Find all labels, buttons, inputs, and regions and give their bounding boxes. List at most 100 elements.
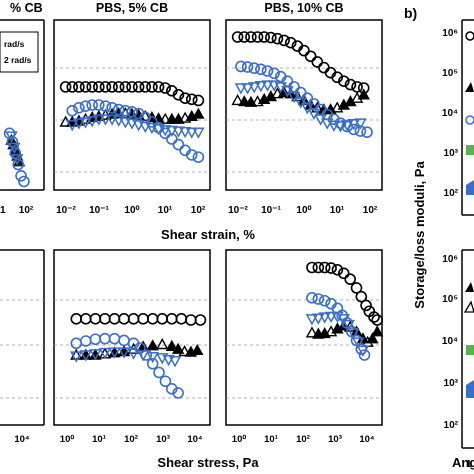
data-point-b-3-11 (139, 121, 152, 134)
data-point-c-3-16 (340, 120, 354, 132)
marker-g-3 (466, 145, 474, 155)
data-point-c-2-0 (235, 60, 247, 73)
x-axis-title-top: Shear strain, % (161, 227, 255, 242)
tick-c-x-3: 10¹ (330, 205, 345, 216)
data-point-f-0-0 (306, 261, 318, 274)
data-point-f-1-10 (366, 332, 379, 344)
data-point-b-2-19 (192, 151, 205, 163)
data-point-c-3-11 (307, 108, 321, 121)
data-point-b-0-20 (192, 94, 205, 107)
tick-g-y-6: 10⁵ (442, 294, 458, 305)
data-point-c-0-17 (344, 78, 357, 91)
tick-g-x-0: 1 (466, 459, 472, 470)
data-point-c-0-8 (284, 36, 297, 49)
data-point-e-1-8 (146, 339, 159, 351)
legend-a-0: rad/s (4, 39, 25, 49)
data-point-c-1-6 (271, 87, 284, 99)
data-point-c-3-0 (234, 83, 248, 95)
panel-e: 10⁰ 10¹ 10² 10³ 10⁴ (53, 249, 211, 445)
tick-g-y-7: 10⁴ (442, 336, 458, 347)
data-point-c-0-5 (265, 31, 277, 44)
data-point-b-0-18 (179, 92, 191, 104)
data-point-c-2-2 (248, 62, 261, 74)
panel-b: PBS, 5% CB 10⁻² 10⁻¹ 10⁰ 10¹ 10² (53, 1, 211, 216)
data-point-f-3-2 (318, 312, 331, 324)
data-point-b-3-17 (178, 126, 192, 139)
tick-g-y-4: 10² (444, 188, 459, 199)
data-point-c-3-4 (261, 80, 274, 92)
data-point-f-3-7 (347, 328, 360, 340)
data-point-f-3-5 (337, 314, 351, 326)
panel-f-plot (305, 261, 384, 361)
data-point-c-0-6 (271, 32, 284, 45)
data-point-b-3-15 (165, 125, 179, 138)
data-point-c-0-4 (258, 31, 270, 43)
tick-c-x-1: 10⁻¹ (261, 205, 281, 216)
data-point-b-0-2 (73, 81, 85, 93)
data-point-c-3-17 (347, 118, 361, 131)
marker-g-0 (465, 82, 474, 92)
data-point-f-2-0 (306, 292, 318, 304)
data-point-e-2-13 (172, 387, 184, 399)
data-point-b-0-17 (172, 89, 185, 101)
data-point-b-3-8 (119, 117, 132, 129)
data-point-b-3-13 (152, 124, 165, 136)
tick-g-y-9: 10² (444, 420, 459, 431)
data-point-e-1-10 (165, 339, 178, 351)
data-point-f-2-1 (312, 293, 325, 305)
data-point-f-3-3 (324, 311, 338, 324)
panel-f: 10⁰ 10¹ 10² 10³ 10⁴ (225, 249, 384, 445)
tick-b-x-0: 10⁻² (56, 205, 76, 216)
tick-e-x-0: 10⁰ (60, 434, 75, 445)
marker-g-4 (466, 180, 474, 195)
panel-a-title: % CB (10, 1, 43, 15)
tick-f-x-1: 10¹ (264, 434, 278, 445)
data-point-b-0-10 (126, 81, 138, 93)
data-point-e-3-8 (146, 352, 159, 364)
data-point-b-1-15 (159, 112, 172, 124)
data-point-c-0-3 (251, 31, 264, 43)
data-point-c-0-10 (298, 44, 310, 57)
data-point-f-0-4 (331, 264, 344, 276)
data-point-a-1-1 (6, 136, 19, 148)
data-point-b-3-6 (105, 114, 119, 126)
tick-g-y-0: 10⁶ (442, 28, 458, 39)
marker-g-7 (466, 345, 474, 355)
marker-g-5 (465, 282, 474, 292)
tick-f-x-4: 10⁴ (359, 434, 375, 445)
data-point-e-1-14 (191, 343, 204, 356)
data-point-e-1-11 (171, 342, 185, 354)
data-point-a-2-0 (5, 131, 18, 143)
tick-c-x-4: 10² (363, 205, 378, 216)
marker-g-6 (463, 300, 474, 313)
data-point-c-0-11 (304, 50, 317, 63)
tick-b-x-4: 10² (191, 205, 206, 216)
data-point-f-0-3 (325, 262, 337, 274)
data-point-b-0-1 (66, 81, 79, 93)
data-point-b-3-5 (99, 114, 112, 126)
data-point-b-2-1 (73, 102, 85, 114)
panel-b-plot (59, 81, 205, 163)
tick-b-x-1: 10⁻¹ (89, 205, 109, 216)
tick-g-y-5: 10⁶ (442, 254, 458, 265)
data-point-e-0-13 (194, 314, 207, 326)
data-point-c-3-15 (334, 121, 347, 133)
data-point-b-3-2 (79, 117, 92, 129)
data-point-b-3-1 (72, 118, 86, 130)
data-point-c-0-2 (245, 31, 257, 43)
data-point-f-3-6 (342, 319, 355, 332)
data-point-c-2-17 (347, 123, 360, 136)
tick-a-x-0: 1 (0, 205, 6, 216)
data-point-c-3-8 (287, 91, 301, 104)
data-point-b-0-13 (146, 81, 158, 93)
tick-e-x-3: 10³ (156, 434, 170, 445)
data-point-c-2-19 (361, 126, 373, 138)
panel-c: PBS, 10% CB 10⁻² 10⁻¹ 10⁰ 10¹ 10² (225, 1, 383, 216)
data-point-f-3-8 (351, 337, 365, 349)
panel-c-plot (231, 31, 373, 138)
data-point-e-2-11 (159, 375, 172, 388)
data-point-b-2-8 (119, 104, 132, 117)
data-point-c-0-12 (311, 56, 324, 68)
data-point-e-1-12 (178, 345, 191, 357)
data-point-f-3-1 (312, 313, 325, 325)
